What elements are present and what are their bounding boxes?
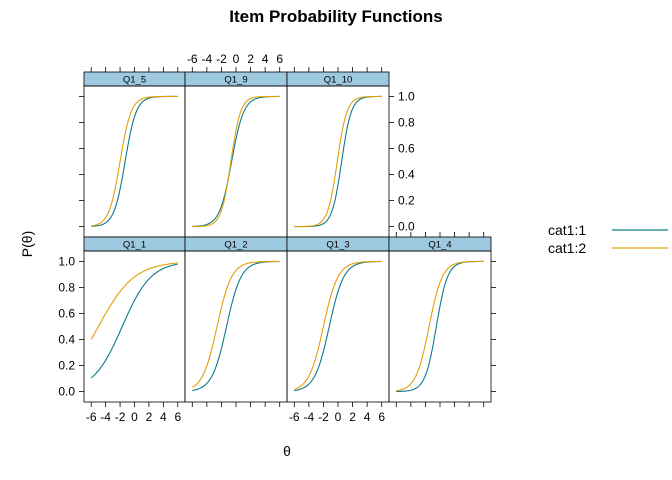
panel-frame bbox=[83, 85, 186, 238]
panel-frame bbox=[83, 250, 186, 403]
y-tick-label: 1.0 bbox=[398, 89, 415, 103]
x-tick-label: 2 bbox=[247, 52, 254, 66]
panel-strip-label: Q1_10 bbox=[324, 75, 353, 86]
x-tick-label: 0 bbox=[131, 410, 138, 424]
x-axis-label: θ bbox=[283, 443, 291, 459]
x-tick-label: -2 bbox=[115, 410, 126, 424]
y-tick-label: 0.0 bbox=[398, 220, 415, 234]
panel-q1-2: Q1_2 bbox=[184, 236, 288, 403]
series-line-cat1-2 bbox=[294, 95, 382, 228]
x-tick-label: 6 bbox=[378, 410, 385, 424]
series-line-cat1-1 bbox=[294, 260, 382, 392]
panel-strip-label: Q1_5 bbox=[123, 75, 146, 86]
panel-q1-3: Q1_3 bbox=[286, 236, 390, 403]
y-tick-label: 0.0 bbox=[58, 385, 75, 399]
x-tick-label: 0 bbox=[233, 52, 240, 66]
panel-frame bbox=[184, 85, 288, 238]
y-tick-label: 0.4 bbox=[398, 168, 415, 182]
panel-strip-label: Q1_9 bbox=[224, 75, 247, 86]
series-line-cat1-2 bbox=[396, 260, 484, 392]
panel-q1-5: Q1_5 bbox=[83, 71, 186, 238]
x-tick-label: 6 bbox=[276, 52, 283, 66]
panel-strip-label: Q1_3 bbox=[326, 240, 349, 251]
panel-q1-9: Q1_9 bbox=[184, 71, 288, 238]
panel-frame bbox=[286, 85, 390, 238]
y-tick-label: 0.4 bbox=[58, 333, 75, 347]
x-tick-label: 0 bbox=[335, 410, 342, 424]
panel-q1-10: Q1_10 bbox=[286, 71, 390, 238]
series-line-cat1-2 bbox=[90, 262, 178, 340]
x-tick-label: 4 bbox=[160, 410, 167, 424]
panel-grid: Q1_5 Q1_9 Q1_10 Q1_1 Q1_2 Q1_3 Q1_4 bbox=[83, 71, 492, 403]
x-tick-label: 6 bbox=[174, 410, 181, 424]
x-tick-label: -4 bbox=[100, 410, 111, 424]
x-tick-label: 4 bbox=[364, 410, 371, 424]
series-line-cat1-1 bbox=[91, 95, 178, 227]
panel-strip-label: Q1_4 bbox=[428, 240, 451, 251]
panel-q1-4: Q1_4 bbox=[388, 236, 492, 403]
y-tick-label: 0.2 bbox=[58, 359, 75, 373]
y-tick-label: 0.2 bbox=[398, 194, 415, 208]
series-line-cat1-2 bbox=[91, 95, 178, 227]
x-tick-label: 4 bbox=[262, 52, 269, 66]
panel-q1-1: Q1_1 bbox=[83, 236, 186, 403]
legend: cat1:1 cat1:2 bbox=[548, 222, 668, 256]
x-tick-label: -4 bbox=[304, 410, 315, 424]
y-tick-label: 0.8 bbox=[58, 280, 75, 294]
series-line-cat1-1 bbox=[90, 263, 178, 379]
y-tick-label: 1.0 bbox=[58, 254, 75, 268]
panel-frame bbox=[286, 250, 390, 403]
chart-title: Item Probability Functions bbox=[229, 7, 442, 26]
x-tick-label: -6 bbox=[187, 52, 198, 66]
panel-strip-label: Q1_2 bbox=[224, 240, 247, 251]
y-tick-label: 0.6 bbox=[398, 141, 415, 155]
y-axis-label: P(θ) bbox=[19, 231, 35, 257]
series-line-cat1-2 bbox=[192, 95, 280, 228]
series-line-cat1-1 bbox=[192, 95, 280, 227]
x-tick-label: 2 bbox=[146, 410, 153, 424]
x-tick-label: -2 bbox=[216, 52, 227, 66]
y-tick-label: 0.6 bbox=[58, 306, 75, 320]
series-line-cat1-2 bbox=[294, 260, 382, 390]
panel-strip-label: Q1_1 bbox=[123, 240, 146, 251]
x-tick-label: -4 bbox=[202, 52, 213, 66]
axes: -6 -4 -2 0 2 4 6-6 -4 -2 0 2 4 6 -6 -4 -2 0 2 4 60.00.20.40… bbox=[58, 52, 496, 424]
series-line-cat1-2 bbox=[192, 260, 280, 388]
legend-label: cat1:1 bbox=[548, 222, 586, 238]
legend-label: cat1:2 bbox=[548, 240, 586, 256]
x-tick-label: -6 bbox=[86, 410, 97, 424]
x-tick-label: 2 bbox=[349, 410, 356, 424]
panel-frame bbox=[388, 250, 492, 403]
y-tick-label: 0.8 bbox=[398, 115, 415, 129]
series-line-cat1-1 bbox=[294, 95, 382, 228]
x-tick-label: -2 bbox=[318, 410, 329, 424]
x-tick-label: -6 bbox=[289, 410, 300, 424]
